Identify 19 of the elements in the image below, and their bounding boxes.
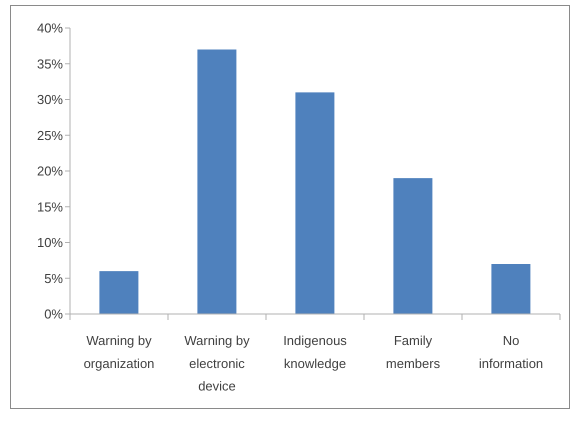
y-tick-label: 5% <box>44 270 64 286</box>
y-tick-label: 35% <box>36 56 64 72</box>
bar <box>295 92 334 314</box>
bar <box>491 264 530 314</box>
bar <box>393 178 432 314</box>
x-tick-label: Family members <box>386 333 441 371</box>
bar <box>99 271 138 314</box>
y-tick-label: 10% <box>36 235 64 250</box>
y-tick-label: 0% <box>44 306 64 322</box>
y-tick-label: 20% <box>36 164 64 179</box>
x-tick-label: Indigenous knowledge <box>283 333 348 371</box>
x-tick-label: No information <box>478 333 544 371</box>
y-tick-label: 25% <box>36 128 64 143</box>
x-tick-label: Warning by organization <box>84 333 154 371</box>
bar <box>197 49 236 314</box>
y-tick-label: 15% <box>36 199 64 214</box>
y-tick-label: 30% <box>36 92 64 108</box>
x-tick-label: Warning by electronic device <box>184 333 250 394</box>
y-tick-label: 40% <box>36 20 64 36</box>
